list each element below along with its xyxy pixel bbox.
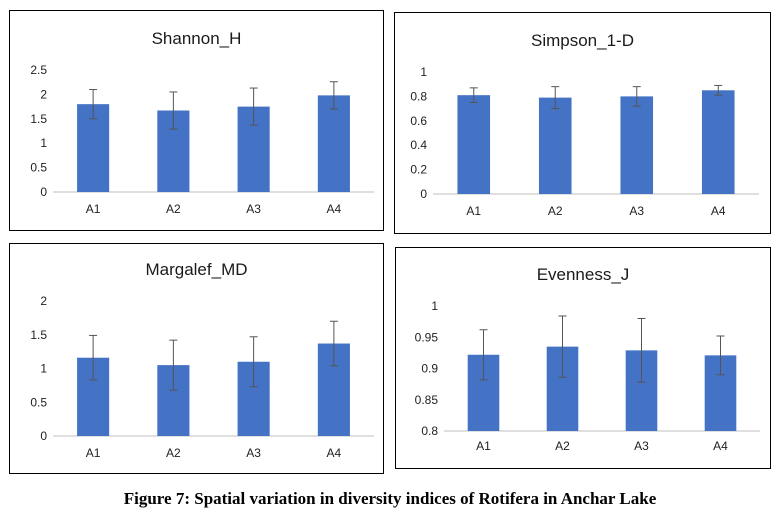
y-tick-label: 1 — [40, 362, 47, 376]
bar — [457, 95, 491, 194]
x-tick-label: A3 — [246, 202, 261, 216]
y-tick-label: 0 — [40, 429, 47, 443]
x-tick-label: A4 — [327, 202, 342, 216]
y-tick-label: 0.4 — [410, 138, 427, 152]
bar — [538, 97, 572, 194]
y-tick-label: 0.8 — [421, 424, 438, 438]
y-tick-label: 1 — [40, 136, 47, 150]
y-tick-label: 0.6 — [410, 114, 427, 128]
x-tick-label: A4 — [711, 204, 726, 218]
bar — [620, 96, 654, 194]
y-tick-label: 2 — [40, 294, 47, 308]
error-bar — [714, 84, 723, 96]
y-tick-label: 2 — [40, 87, 47, 101]
chart-svg: Evenness_J 0.8 0.85 0.9 0.95 1 A1 A2 A3 A4 — [415, 265, 760, 453]
error-bar — [469, 87, 478, 103]
chart-title: Evenness_J — [537, 265, 630, 284]
chart-svg: Shannon_H 0 0.5 1 1.5 2 2.5 A1 A2 A3 A4 — [30, 29, 374, 216]
error-bar — [558, 315, 567, 378]
x-tick-label: A1 — [86, 202, 101, 216]
x-tick-label: A3 — [246, 446, 261, 460]
chart-svg: Margalef_MD 0 0.5 1 1.5 2 A1 A2 A3 A4 — [30, 260, 374, 460]
y-tick-label: 0.8 — [410, 89, 427, 103]
chart-panel-margalef: Margalef_MD 0 0.5 1 1.5 2 A1 A2 A3 A4 — [9, 243, 384, 474]
x-tick-label: A4 — [713, 439, 728, 453]
y-tick-label: 0.95 — [415, 330, 439, 344]
y-tick-label: 1 — [431, 299, 438, 313]
y-tick-label: 0 — [40, 185, 47, 199]
error-bar — [329, 320, 338, 367]
x-tick-label: A4 — [327, 446, 342, 460]
y-tick-label: 0.85 — [415, 393, 439, 407]
error-bar — [632, 86, 641, 107]
x-tick-label: A3 — [634, 439, 649, 453]
y-tick-label: 0 — [420, 187, 427, 201]
bar — [701, 90, 735, 194]
chart-title: Simpson_1-D — [531, 31, 634, 50]
bar — [317, 95, 350, 192]
x-tick-label: A1 — [86, 446, 101, 460]
y-tick-label: 2.5 — [30, 63, 47, 77]
error-bar — [169, 91, 178, 130]
y-tick-label: 0.2 — [410, 163, 427, 177]
y-tick-label: 0.5 — [30, 395, 47, 409]
error-bar — [249, 336, 258, 388]
error-bar — [89, 334, 98, 381]
y-tick-label: 1 — [420, 65, 427, 79]
error-bar — [479, 329, 488, 381]
y-tick-label: 1.5 — [30, 328, 47, 342]
x-tick-label: A2 — [548, 204, 563, 218]
y-tick-label: 0.9 — [421, 362, 438, 376]
error-bar — [249, 87, 258, 126]
y-tick-label: 1.5 — [30, 112, 47, 126]
error-bar — [637, 318, 646, 383]
error-bar — [89, 89, 98, 120]
chart-panel-evenness: Evenness_J 0.8 0.85 0.9 0.95 1 A1 A2 A3 A4 — [395, 247, 771, 469]
x-tick-label: A1 — [466, 204, 481, 218]
y-tick-label: 0.5 — [30, 161, 47, 175]
x-tick-label: A1 — [476, 439, 491, 453]
chart-svg: Simpson_1-D 0 0.2 0.4 0.6 0.8 1 A1 A2 A3 A4 — [410, 31, 759, 218]
chart-title: Shannon_H — [152, 29, 242, 48]
x-tick-label: A2 — [166, 202, 181, 216]
error-bar — [551, 86, 560, 110]
chart-panel-simpson: Simpson_1-D 0 0.2 0.4 0.6 0.8 1 A1 A2 A3 A4 — [394, 12, 771, 234]
x-tick-label: A2 — [166, 446, 181, 460]
x-tick-label: A2 — [555, 439, 570, 453]
error-bar — [329, 81, 338, 110]
error-bar — [716, 335, 725, 376]
chart-title: Margalef_MD — [145, 260, 247, 279]
error-bar — [169, 339, 178, 391]
chart-panel-shannon: Shannon_H 0 0.5 1 1.5 2 2.5 A1 A2 A3 A4 — [9, 10, 384, 231]
figure-caption: Figure 7: Spatial variation in diversity… — [123, 489, 657, 508]
x-tick-label: A3 — [629, 204, 644, 218]
